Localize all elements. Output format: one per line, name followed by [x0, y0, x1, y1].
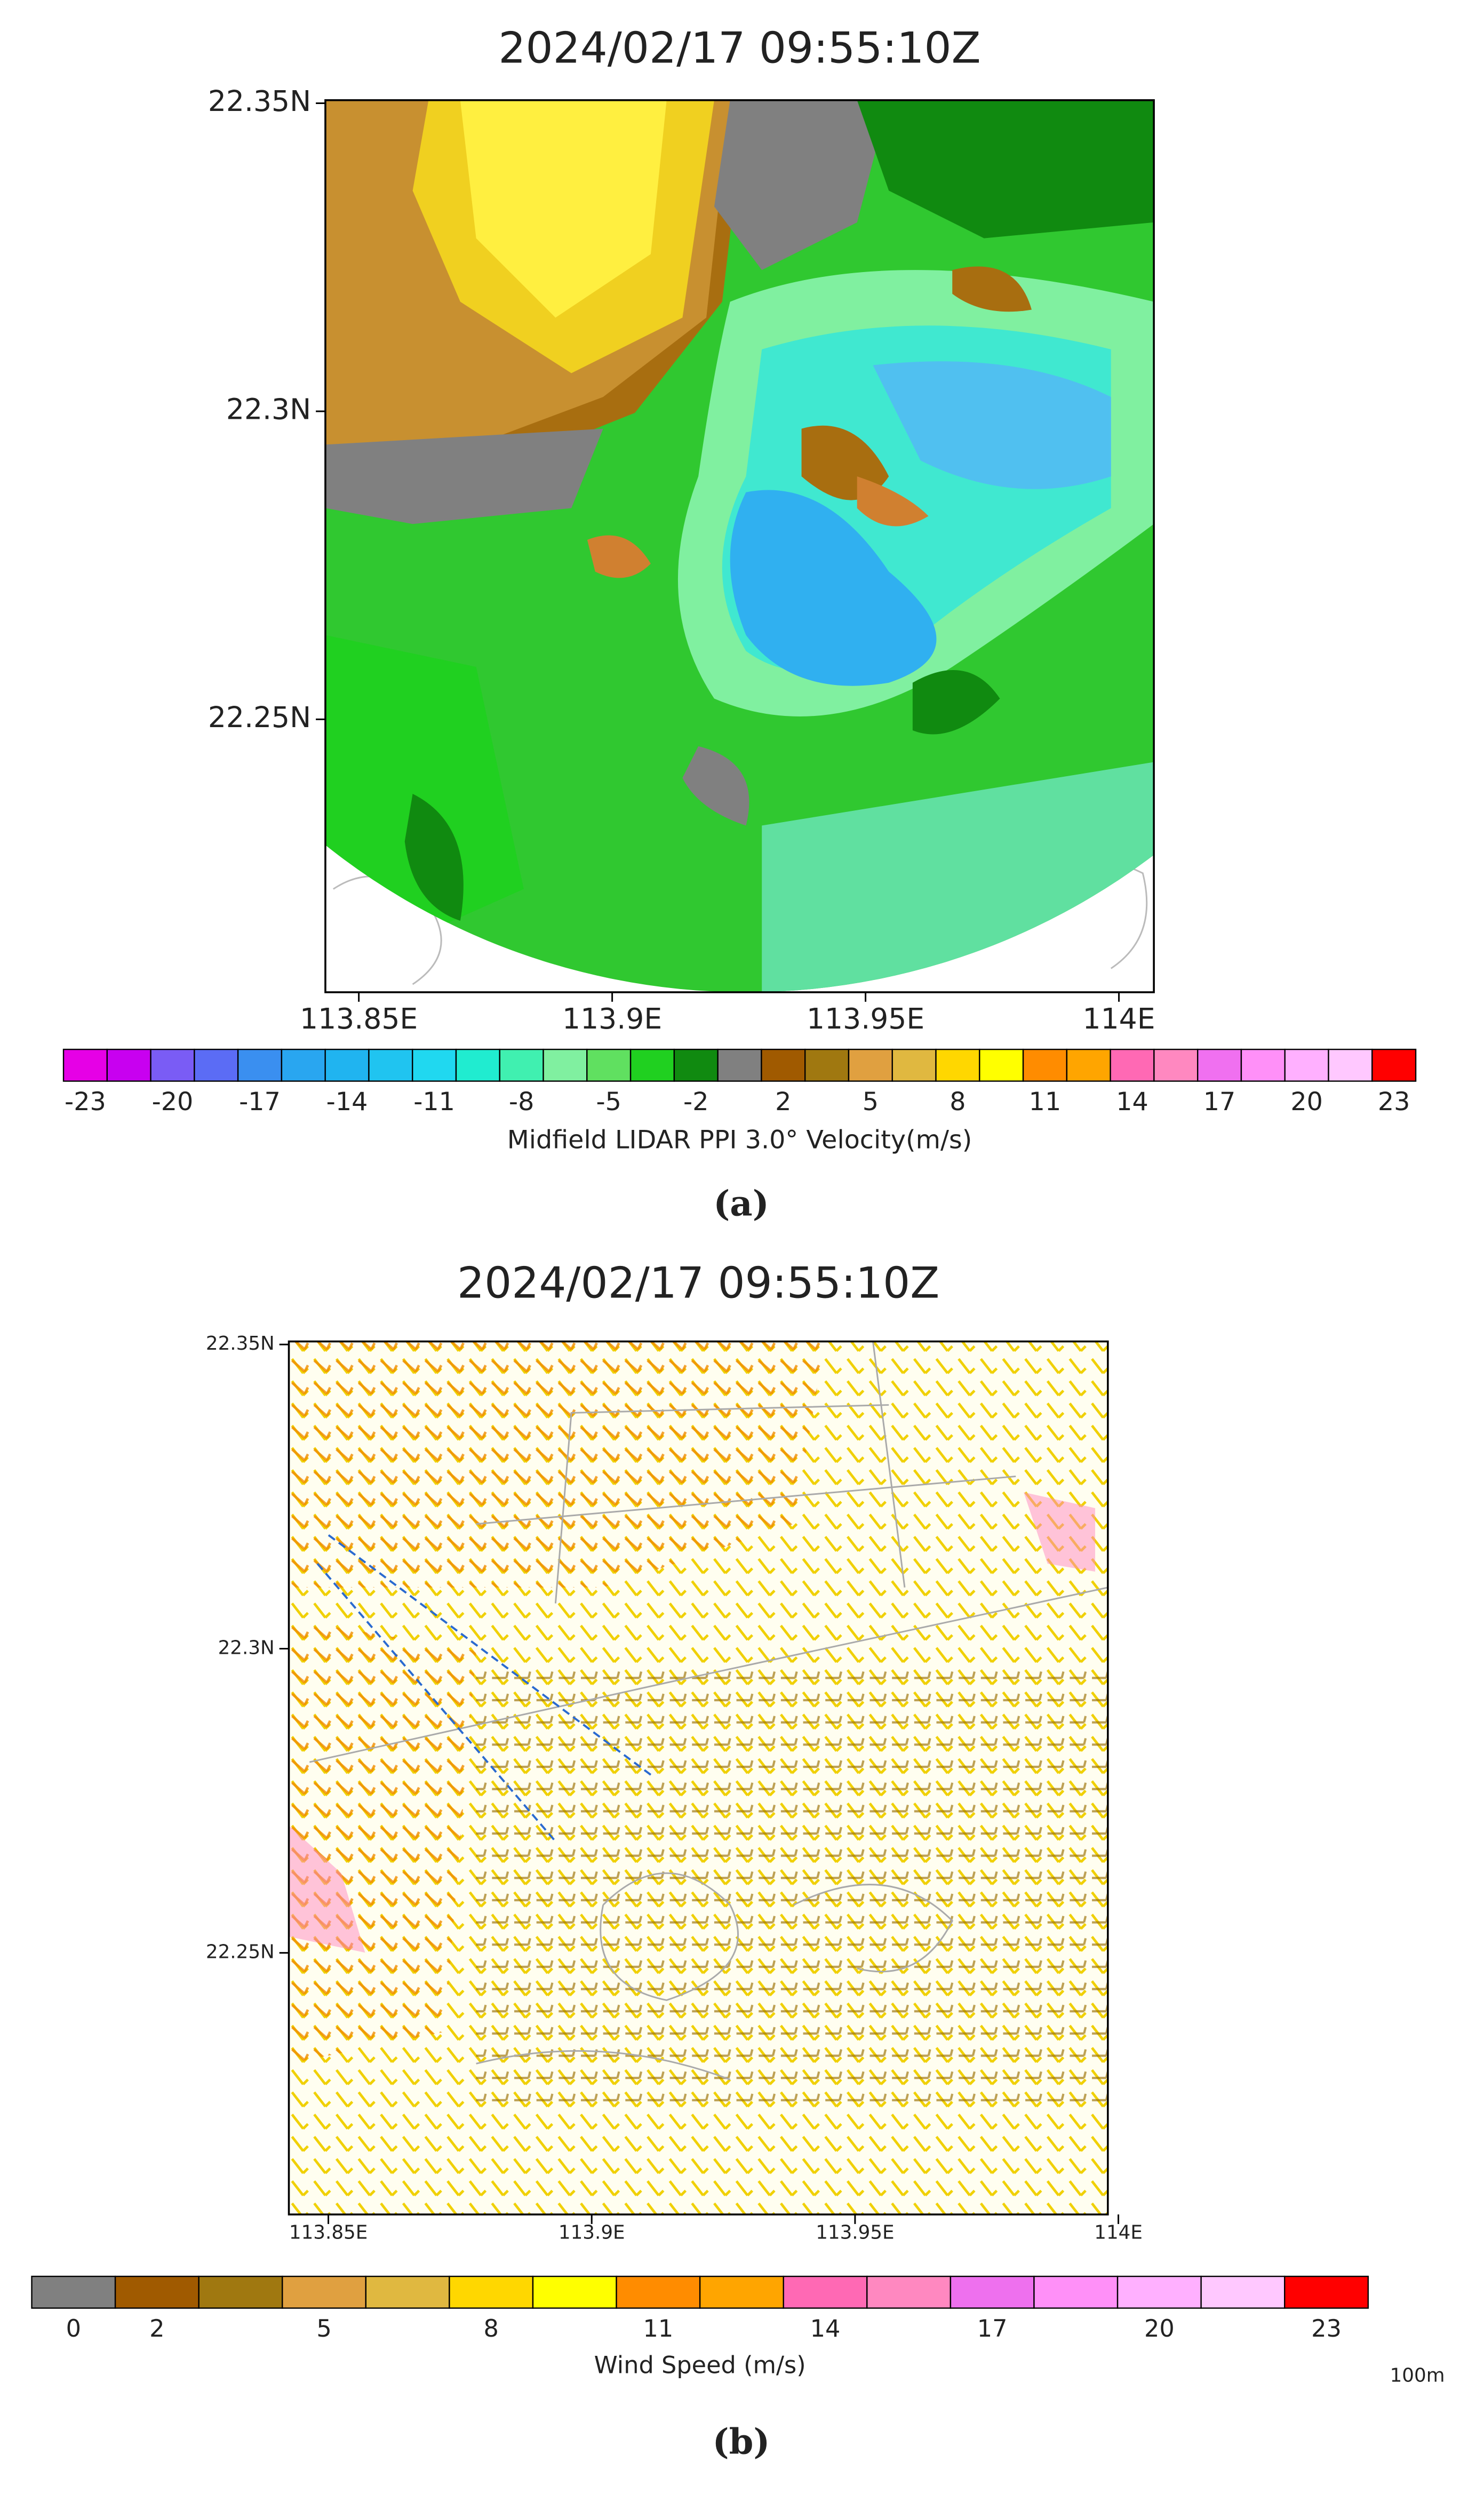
- colorbar-label: -23: [65, 1087, 106, 1117]
- wind-barb-field: [289, 1341, 1108, 2215]
- y-tick-label: 22.35N: [206, 1333, 275, 1354]
- colorbar-box: [237, 1048, 283, 1082]
- colorbar-label: -11: [413, 1087, 455, 1117]
- colorbar-box: [1066, 1048, 1111, 1082]
- x-tick-label: 113.9E: [559, 2222, 625, 2244]
- colorbar-box: [1284, 2275, 1369, 2309]
- chart-title: 2024/02/17 09:55:10Z: [457, 1257, 939, 1308]
- colorbar-label: -2: [683, 1087, 708, 1117]
- x-tick-label: 113.9E: [562, 1002, 662, 1035]
- colorbar-box: [586, 1048, 632, 1082]
- colorbar-label: 23: [1311, 2315, 1342, 2342]
- colorbar-box: [717, 1048, 762, 1082]
- colorbar-box: [1240, 1048, 1286, 1082]
- colorbar-box: [365, 2275, 450, 2309]
- colorbar-box: [761, 1048, 806, 1082]
- y-tick-label: 22.25N: [208, 700, 311, 734]
- colorbar-label: -14: [326, 1087, 368, 1117]
- colorbar-box: [1110, 1048, 1155, 1082]
- colorbar-box: [673, 1048, 719, 1082]
- y-tick-label: 22.25N: [206, 1941, 275, 1963]
- colorbar-box: [979, 1048, 1024, 1082]
- colorbar-box: [1284, 1048, 1329, 1082]
- colorbar-box: [198, 2275, 283, 2309]
- colorbar-box: [866, 2275, 952, 2309]
- colorbar-box: [950, 2275, 1035, 2309]
- colorbar-label: 2: [775, 1087, 791, 1117]
- velocity-field: [325, 100, 1154, 992]
- colorbar-label: -17: [239, 1087, 281, 1117]
- colorbar-box: [1022, 1048, 1068, 1082]
- y-tick-label: 22.3N: [218, 1637, 275, 1659]
- colorbar-box: [891, 1048, 937, 1082]
- colorbar-label: 5: [316, 2315, 331, 2342]
- y-tick-label: 22.35N: [208, 84, 311, 118]
- colorbar-label: 17: [977, 2315, 1008, 2342]
- colorbar-box: [106, 1048, 151, 1082]
- colorbar-label: 5: [863, 1087, 879, 1117]
- colorbar-label: 11: [1029, 1087, 1062, 1117]
- x-tick-label: 113.95E: [816, 2222, 894, 2244]
- colorbar-box: [1371, 1048, 1417, 1082]
- x-tick-label: 114E: [1094, 2222, 1143, 2244]
- colorbar-box: [1153, 1048, 1199, 1082]
- colorbar-box: [114, 2275, 200, 2309]
- colorbar-label: -8: [509, 1087, 534, 1117]
- colorbar-label: -5: [596, 1087, 621, 1117]
- x-tick-label: 114E: [1083, 1002, 1155, 1035]
- panel-label: (a): [713, 1184, 769, 1224]
- colorbar-box: [150, 1048, 195, 1082]
- colorbar-box: [282, 2275, 367, 2309]
- colorbar-label: 14: [810, 2315, 841, 2342]
- colorbar-label: 14: [1116, 1087, 1148, 1117]
- colorbar-label: 2: [149, 2315, 164, 2342]
- colorbar-box: [324, 1048, 370, 1082]
- colorbar-label: 8: [483, 2315, 498, 2342]
- x-tick-label: 113.85E: [289, 2222, 368, 2244]
- chart-title: 2024/02/17 09:55:10Z: [498, 23, 980, 73]
- colorbar-box: [194, 1048, 239, 1082]
- colorbar-box: [804, 1048, 850, 1082]
- colorbar-box: [455, 1048, 500, 1082]
- colorbar-label: 8: [950, 1087, 966, 1117]
- colorbar-label: -20: [152, 1087, 194, 1117]
- colorbar-box: [1328, 1048, 1373, 1082]
- colorbar-label: 0: [66, 2315, 81, 2342]
- colorbar-box: [62, 1048, 108, 1082]
- plot-frame: [288, 1340, 1109, 2216]
- colorbar-box: [281, 1048, 326, 1082]
- annotation: 100m: [1390, 2364, 1445, 2386]
- colorbar-box: [699, 2275, 784, 2309]
- colorbar-label: 17: [1203, 1087, 1236, 1117]
- colorbar-box: [542, 1048, 588, 1082]
- colorbar-box: [1200, 2275, 1286, 2309]
- colorbar-box: [783, 2275, 868, 2309]
- colorbar-box: [1033, 2275, 1119, 2309]
- colorbar-label: 11: [643, 2315, 673, 2342]
- colorbar-box: [1116, 2275, 1202, 2309]
- plot-frame: [324, 99, 1155, 993]
- colorbar-label: 20: [1290, 1087, 1323, 1117]
- x-tick-label: 113.95E: [807, 1002, 924, 1035]
- x-tick-label: 113.85E: [300, 1002, 418, 1035]
- colorbar-box: [935, 1048, 980, 1082]
- colorbar-title: Wind Speed (m/s): [594, 2352, 806, 2379]
- colorbar-box: [848, 1048, 893, 1082]
- colorbar-box: [449, 2275, 534, 2309]
- colorbar-box: [629, 1048, 675, 1082]
- colorbar-box: [31, 2275, 116, 2309]
- colorbar-box: [368, 1048, 413, 1082]
- colorbar-box: [499, 1048, 544, 1082]
- colorbar-box: [1196, 1048, 1242, 1082]
- colorbar-box: [412, 1048, 457, 1082]
- colorbar-box: [532, 2275, 617, 2309]
- panel-label: (b): [713, 2421, 770, 2462]
- colorbar-box: [616, 2275, 701, 2309]
- y-tick-label: 22.3N: [226, 393, 311, 426]
- colorbar-title: Midfield LIDAR PPI 3.0° Velocity(m/s): [507, 1126, 972, 1155]
- colorbar-label: 23: [1378, 1087, 1410, 1117]
- colorbar-label: 20: [1144, 2315, 1175, 2342]
